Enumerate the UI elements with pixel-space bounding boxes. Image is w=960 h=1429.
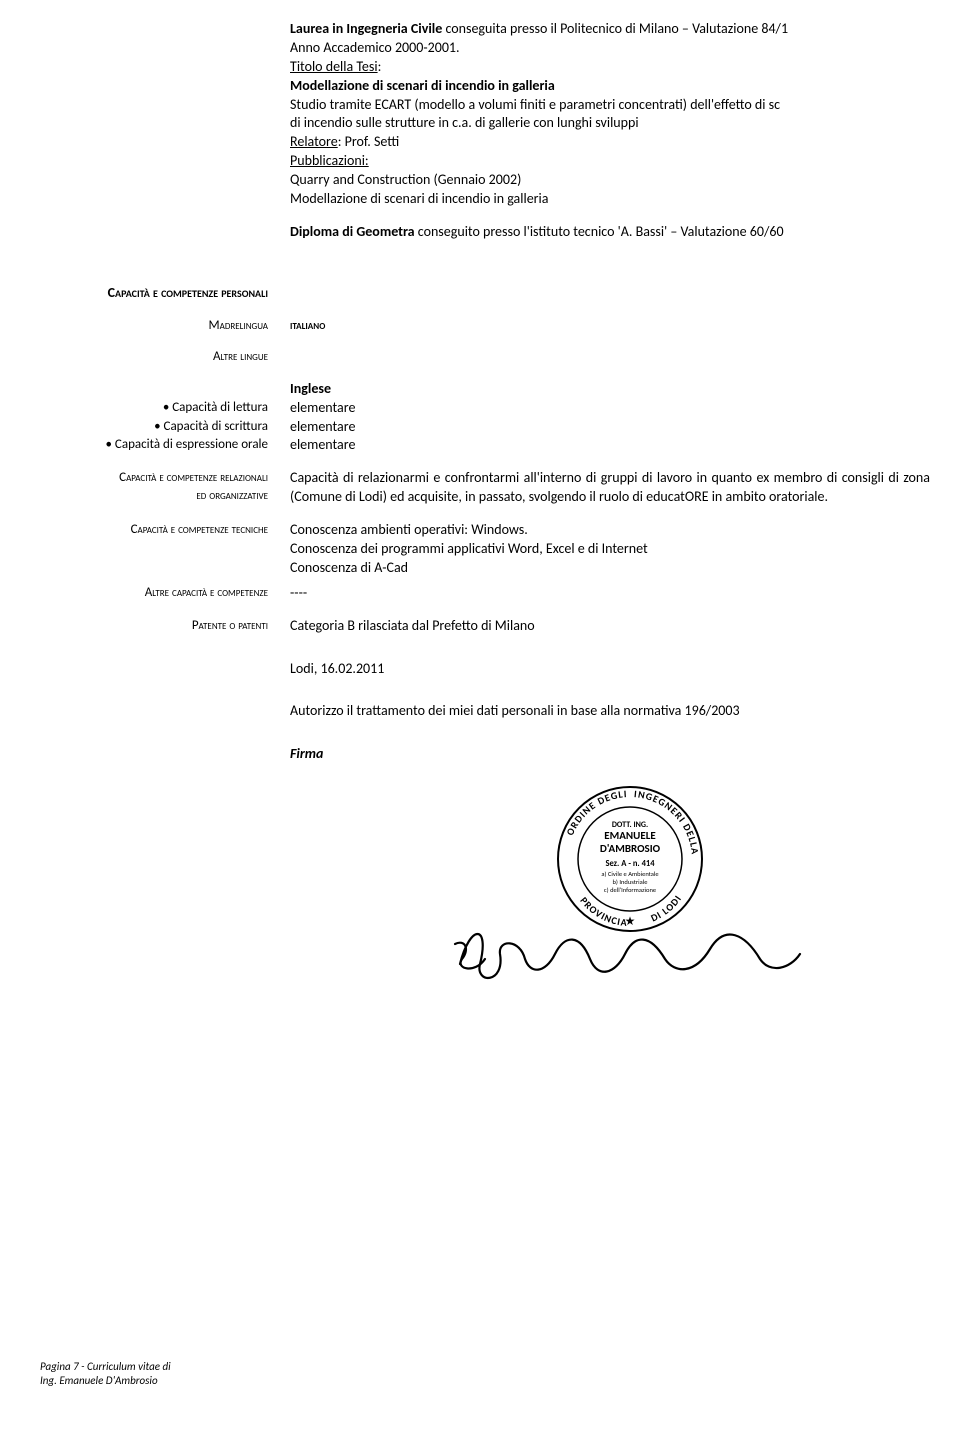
tecniche-l3: Conoscenza di A-Cad [290, 559, 930, 578]
relazionali-label1: Capacità e competenze relazionali [30, 469, 268, 487]
education-block: Laurea in Ingegneria Civile conseguita p… [30, 20, 930, 242]
relatore-line: Relatore: Prof. Setti [290, 133, 930, 152]
laurea-bold: Laurea in Ingegneria Civile [290, 20, 442, 37]
patente-label: Patente o patenti [30, 617, 290, 635]
luogo-data: Lodi, 16.02.2011 [290, 660, 930, 679]
lettura-label: • Capacità di lettura [30, 399, 290, 417]
stamp-star: ★ [625, 915, 636, 929]
scrittura-row: • Capacità di scrittura elementare [30, 418, 930, 437]
madrelingua-val: italiano [290, 317, 930, 335]
luogo-data-row: Lodi, 16.02.2011 [30, 660, 930, 679]
stamp-inner6: b) Industriale [613, 878, 648, 886]
relazionali-val: Capacità di relazionarmi e confrontarmi … [290, 469, 930, 507]
laurea-line2: Anno Accademico 2000-2001. [290, 39, 930, 58]
pub-line1: Quarry and Construction (Gennaio 2002) [290, 171, 930, 190]
stamp-inner4: Sez. A - n. 414 [605, 859, 655, 869]
diploma-rest: conseguito presso l'istituto tecnico 'A.… [415, 223, 784, 240]
diploma-bold: Diploma di Geometra [290, 223, 415, 240]
orale-row: • Capacità di espressione orale elementa… [30, 436, 930, 455]
stamp-inner5: a) Civile e Ambientale [601, 870, 658, 878]
orale-val: elementare [290, 436, 930, 455]
firma-label: Firma [290, 745, 930, 764]
personal-section-row: Capacità e competenze personali [30, 284, 930, 303]
laurea-rest: conseguita presso il Politecnico di Mila… [442, 20, 788, 37]
madrelingua-row: Madrelingua italiano [30, 317, 930, 335]
privacy-text: Autorizzo il trattamento dei miei dati p… [290, 702, 930, 721]
patente-row: Patente o patenti Categoria B rilasciata… [30, 617, 930, 636]
altre-lingue-row: Altre lingue [30, 348, 930, 366]
relazionali-row: Capacità e competenze relazionali ed org… [30, 469, 930, 507]
scrittura-label: • Capacità di scrittura [30, 418, 290, 436]
footer-l2: Ing. Emanuele D'Ambrosio [40, 1374, 171, 1388]
altre-label: Altre capacità e competenze [30, 584, 290, 602]
laurea-line1: Laurea in Ingegneria Civile conseguita p… [290, 20, 930, 39]
tesi-desc1: Studio tramite ECART (modello a volumi f… [290, 96, 930, 115]
stamp-inner2: EMANUELE [604, 829, 655, 842]
tesi-desc2: di incendio sulle strutture in c.a. di g… [290, 114, 930, 133]
privacy-row: Autorizzo il trattamento dei miei dati p… [30, 702, 930, 721]
firma-row: Firma ORDINE DEGLI INGEGNERI DEL [30, 745, 930, 1010]
inglese-label: Inglese [290, 380, 930, 399]
svg-text:PROVINCIA: PROVINCIA [577, 894, 628, 929]
altre-row: Altre capacità e competenze ---- [30, 584, 930, 603]
stamp-ring-right: PROVINCIA [577, 894, 628, 929]
stamp-and-signature: ORDINE DEGLI INGEGNERI DELLA PROVINCIA D… [450, 774, 930, 1010]
scrittura-val: elementare [290, 418, 930, 437]
orale-label: • Capacità di espressione orale [30, 436, 290, 454]
tecniche-label: Capacità e competenze tecniche [30, 521, 290, 539]
lettura-row: • Capacità di lettura elementare [30, 399, 930, 418]
altre-lingue-label: Altre lingue [30, 348, 290, 366]
diploma-line: Diploma di Geometra conseguito presso l'… [290, 223, 930, 242]
madrelingua-label: Madrelingua [30, 317, 290, 335]
personal-section-title: Capacità e competenze personali [108, 284, 268, 301]
signature-icon [455, 934, 800, 978]
relatore-label: Relatore [290, 133, 338, 150]
tecniche-row: Capacità e competenze tecniche Conoscenz… [30, 521, 930, 578]
lettura-val: elementare [290, 399, 930, 418]
tesi-title: Modellazione di scenari di incendio in g… [290, 77, 930, 96]
tecniche-l2: Conoscenza dei programmi applicativi Wor… [290, 540, 930, 559]
pub-label: Pubblicazioni: [290, 152, 930, 171]
tecniche-l1: Conoscenza ambienti operativi: Windows. [290, 521, 930, 540]
footer-l1: Pagina 7 - Curriculum vitae di [40, 1360, 171, 1374]
page-footer: Pagina 7 - Curriculum vitae di Ing. Eman… [40, 1360, 171, 1389]
pub-line2: Modellazione di scenari di incendio in g… [290, 190, 930, 209]
relatore-val: : Prof. Setti [338, 133, 400, 150]
tesi-label: Titolo della Tesi [290, 58, 378, 75]
stamp-inner3: D'AMBROSIO [600, 842, 661, 855]
altre-val: ---- [290, 584, 930, 603]
tesi-label-line: Titolo della Tesi: [290, 58, 930, 77]
patente-val: Categoria B rilasciata dal Prefetto di M… [290, 617, 930, 636]
relazionali-label2: ed organizzative [30, 487, 268, 505]
stamp-signature-svg: ORDINE DEGLI INGEGNERI DELLA PROVINCIA D… [450, 774, 810, 1004]
inglese-row: Inglese [30, 380, 930, 399]
stamp-inner7: c) dell'Informazione [604, 886, 656, 894]
